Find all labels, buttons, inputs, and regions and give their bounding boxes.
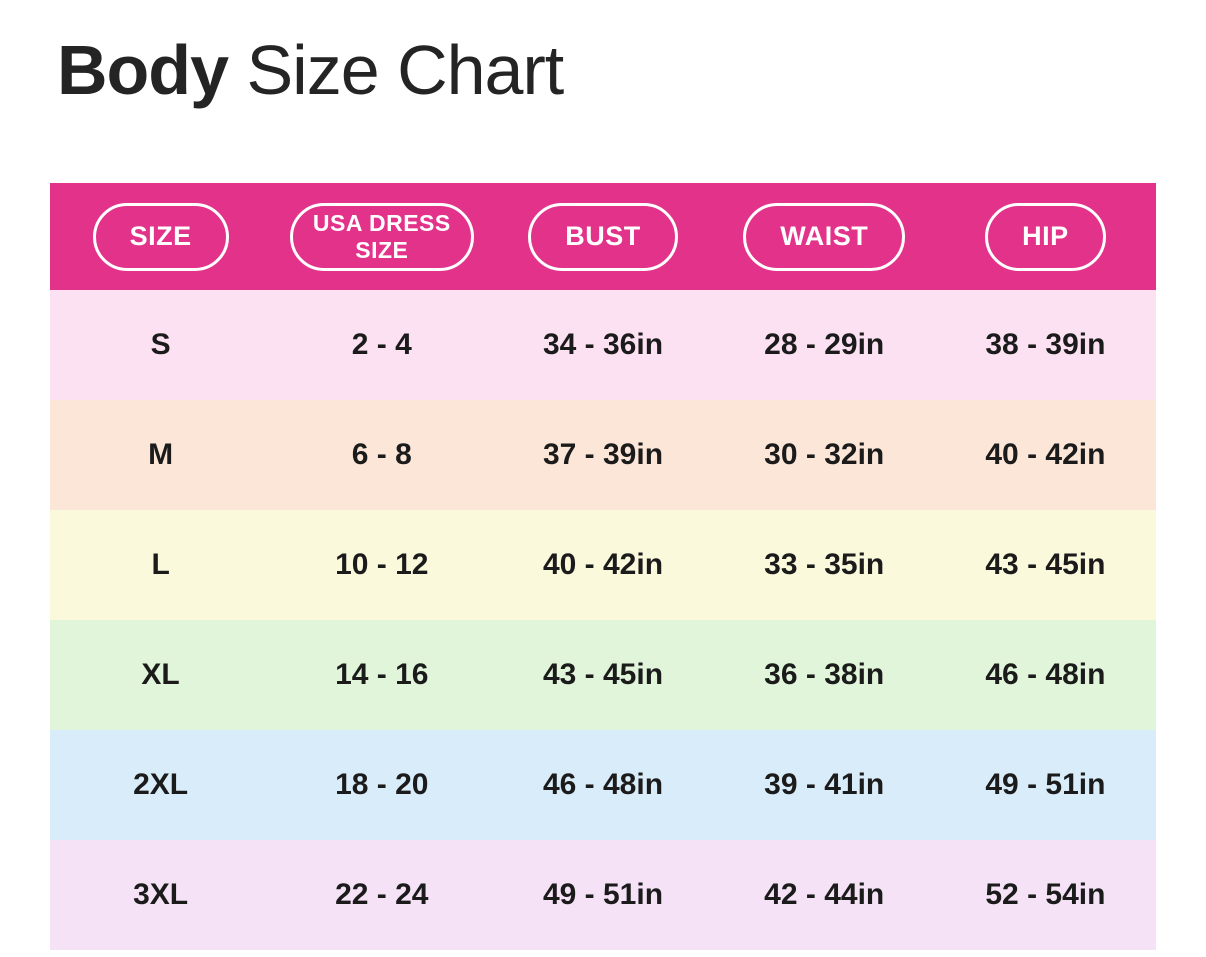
cell-bust: 34 - 36in <box>542 328 664 361</box>
cell-size: 3XL <box>133 878 189 911</box>
cell-hip: 49 - 51in <box>985 768 1106 801</box>
table-row: M 6 - 8 37 - 39in 30 - 32in 40 - 42in <box>50 400 1156 510</box>
cell-bust: 40 - 42in <box>542 548 664 581</box>
cell-hip: 43 - 45in <box>985 548 1106 581</box>
header-pill-size: SIZE <box>92 202 229 271</box>
page-title: Body Size Chart <box>57 30 564 110</box>
cell-dress: 22 - 24 <box>335 878 429 911</box>
header-cell-bust: BUST <box>492 202 713 271</box>
cell-size: S <box>150 328 171 361</box>
cell-waist: 33 - 35in <box>764 548 885 581</box>
cell-waist: 39 - 41in <box>764 768 885 801</box>
cell-dress: 2 - 4 <box>351 328 412 361</box>
cell-size: XL <box>141 658 180 691</box>
cell-size: 2XL <box>133 768 189 801</box>
cell-hip: 46 - 48in <box>985 658 1106 691</box>
cell-bust: 37 - 39in <box>542 438 664 471</box>
header-cell-hip: HIP <box>935 202 1156 271</box>
table-row: 3XL 22 - 24 49 - 51in 42 - 44in 52 - 54i… <box>50 840 1156 950</box>
cell-dress: 18 - 20 <box>335 768 429 801</box>
table-row: 2XL 18 - 20 46 - 48in 39 - 41in 49 - 51i… <box>50 730 1156 840</box>
table-row: XL 14 - 16 43 - 45in 36 - 38in 46 - 48in <box>50 620 1156 730</box>
header-pill-hip: HIP <box>985 202 1106 271</box>
header-cell-waist: WAIST <box>714 202 935 271</box>
cell-bust: 46 - 48in <box>542 768 664 801</box>
table-header-row: SIZE USA DRESS SIZE BUST WAIST HIP <box>50 183 1156 290</box>
cell-bust: 49 - 51in <box>542 878 664 911</box>
cell-bust: 43 - 45in <box>542 658 664 691</box>
cell-hip: 40 - 42in <box>985 438 1106 471</box>
cell-waist: 28 - 29in <box>764 328 885 361</box>
cell-size: L <box>151 548 170 581</box>
cell-waist: 36 - 38in <box>764 658 885 691</box>
table-row: L 10 - 12 40 - 42in 33 - 35in 43 - 45in <box>50 510 1156 620</box>
cell-dress: 14 - 16 <box>335 658 429 691</box>
header-pill-usa-dress-size: USA DRESS SIZE <box>289 202 474 271</box>
header-pill-bust: BUST <box>528 202 678 271</box>
cell-dress: 6 - 8 <box>351 438 412 471</box>
page-title-regular: Size Chart <box>228 31 564 109</box>
cell-waist: 30 - 32in <box>764 438 885 471</box>
table-row: S 2 - 4 34 - 36in 28 - 29in 38 - 39in <box>50 290 1156 400</box>
size-chart-table: SIZE USA DRESS SIZE BUST WAIST HIP S 2 -… <box>50 183 1156 950</box>
cell-size: M <box>148 438 174 471</box>
header-cell-usa-dress-size: USA DRESS SIZE <box>271 202 492 271</box>
cell-dress: 10 - 12 <box>335 548 429 581</box>
header-cell-size: SIZE <box>50 202 271 271</box>
cell-waist: 42 - 44in <box>764 878 885 911</box>
page-title-bold: Body <box>57 31 229 109</box>
cell-hip: 38 - 39in <box>985 328 1106 361</box>
header-pill-waist: WAIST <box>743 202 906 271</box>
cell-hip: 52 - 54in <box>985 878 1106 911</box>
